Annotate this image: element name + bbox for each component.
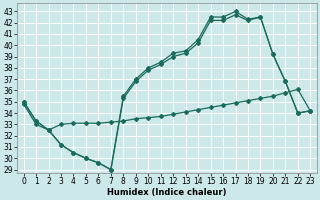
X-axis label: Humidex (Indice chaleur): Humidex (Indice chaleur): [107, 188, 227, 197]
